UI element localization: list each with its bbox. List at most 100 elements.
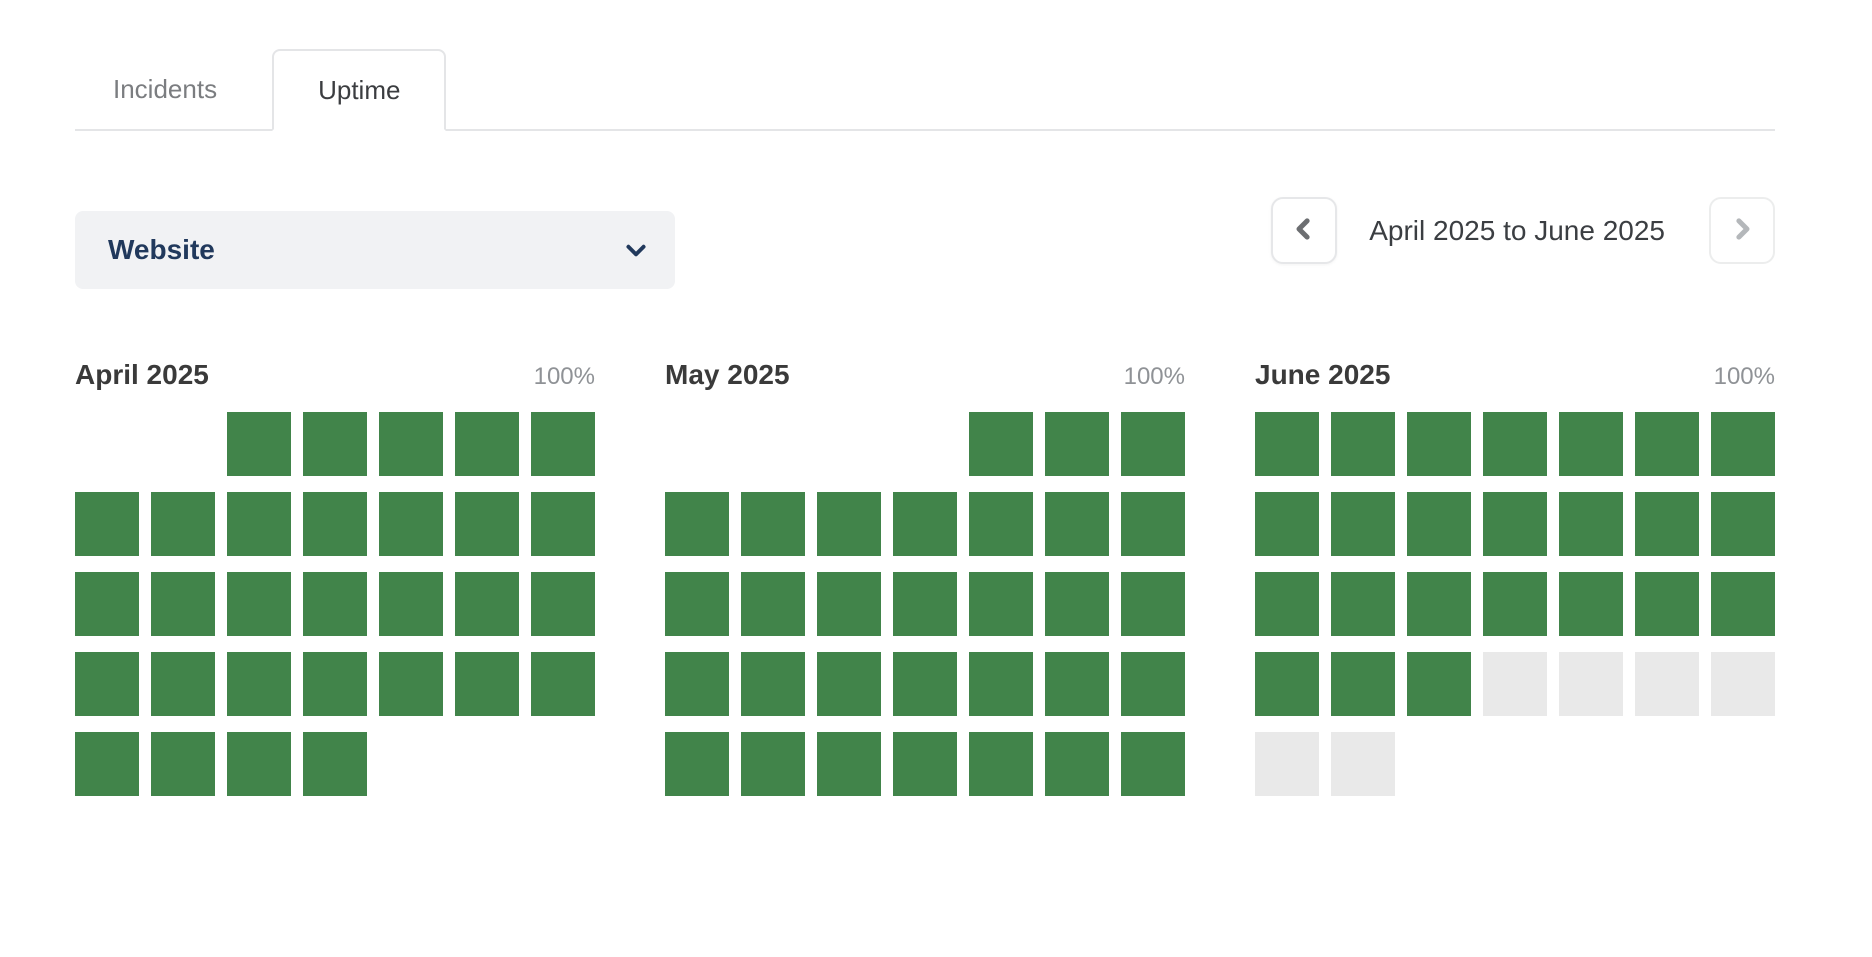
month-day-grid (665, 412, 1185, 796)
month-day-grid (75, 412, 595, 796)
day-cell-up (817, 572, 881, 636)
day-cell-empty (455, 732, 519, 796)
day-cell-up (1483, 492, 1547, 556)
day-cell-up (75, 652, 139, 716)
day-cell-empty (1483, 732, 1547, 796)
day-cell-up (817, 652, 881, 716)
day-cell-up (75, 572, 139, 636)
day-cell-up (665, 652, 729, 716)
day-cell-up (75, 732, 139, 796)
prev-range-button[interactable] (1271, 197, 1338, 264)
month-day-grid (1255, 412, 1775, 796)
day-cell-empty (817, 412, 881, 476)
month-uptime-percentage: 100% (1123, 363, 1185, 390)
date-range-label: April 2025 to June 2025 (1369, 214, 1665, 246)
day-cell-up (1331, 572, 1395, 636)
day-cell-up (969, 412, 1033, 476)
month-calendar-3: June 2025 100% (1255, 359, 1775, 796)
monitor-dropdown[interactable]: Website (75, 211, 675, 289)
day-cell-up (379, 412, 443, 476)
day-cell-up (893, 492, 957, 556)
day-cell-up (741, 492, 805, 556)
day-cell-up (1331, 492, 1395, 556)
day-cell-up (1045, 412, 1109, 476)
day-cell-up (303, 572, 367, 636)
date-range-nav: April 2025 to June 2025 (1271, 197, 1775, 264)
day-cell-up (1407, 492, 1471, 556)
day-cell-up (151, 572, 215, 636)
day-cell-up (1121, 412, 1185, 476)
tab-incidents-label: Incidents (113, 73, 218, 104)
day-cell-up (1635, 492, 1699, 556)
day-cell-up (455, 572, 519, 636)
day-cell-empty (1407, 732, 1471, 796)
day-cell-up (1483, 572, 1547, 636)
day-cell-up (227, 652, 291, 716)
day-cell-up (665, 572, 729, 636)
month-title: June 2025 (1255, 359, 1391, 390)
day-cell-empty (75, 412, 139, 476)
day-cell-empty (1635, 732, 1699, 796)
day-cell-empty (741, 412, 805, 476)
tab-uptime-label: Uptime (318, 74, 401, 105)
day-cell-up (151, 732, 215, 796)
monitor-dropdown-value: Website (108, 234, 215, 265)
month-title: May 2025 (665, 359, 790, 390)
day-cell-up (817, 732, 881, 796)
month-calendar-2: May 2025 100% (665, 359, 1185, 796)
day-cell-up (1559, 492, 1623, 556)
day-cell-up (1045, 492, 1109, 556)
day-cell-up (893, 732, 957, 796)
day-cell-up (817, 492, 881, 556)
day-cell-up (1045, 652, 1109, 716)
day-cell-up (531, 652, 595, 716)
chevron-down-icon (623, 237, 649, 263)
day-cell-up (969, 652, 1033, 716)
day-cell-up (227, 492, 291, 556)
day-cell-up (665, 492, 729, 556)
day-cell-up (1635, 412, 1699, 476)
day-cell-up (741, 652, 805, 716)
day-cell-up (741, 732, 805, 796)
next-range-button[interactable] (1709, 197, 1775, 264)
uptime-page: Incidents Uptime Website April 2025 to J… (75, 49, 1775, 796)
day-cell-future (1559, 652, 1623, 716)
month-header: April 2025 100% (75, 359, 595, 392)
month-calendar-1: April 2025 100% (75, 359, 595, 796)
day-cell-up (969, 492, 1033, 556)
day-cell-up (1407, 412, 1471, 476)
day-cell-up (227, 732, 291, 796)
day-cell-empty (531, 732, 595, 796)
day-cell-future (1635, 652, 1699, 716)
day-cell-up (1331, 412, 1395, 476)
day-cell-up (1711, 492, 1775, 556)
day-cell-empty (893, 412, 957, 476)
month-header: June 2025 100% (1255, 359, 1775, 392)
day-cell-up (1255, 572, 1319, 636)
day-cell-up (1407, 652, 1471, 716)
day-cell-up (303, 412, 367, 476)
day-cell-up (1407, 572, 1471, 636)
day-cell-future (1331, 732, 1395, 796)
day-cell-up (665, 732, 729, 796)
day-cell-up (1711, 412, 1775, 476)
day-cell-up (1331, 652, 1395, 716)
tabs-bar: Incidents Uptime (75, 49, 1775, 131)
day-cell-up (75, 492, 139, 556)
day-cell-up (969, 732, 1033, 796)
day-cell-up (1483, 412, 1547, 476)
day-cell-up (893, 572, 957, 636)
day-cell-up (455, 652, 519, 716)
day-cell-up (1121, 652, 1185, 716)
day-cell-up (379, 492, 443, 556)
tab-uptime[interactable]: Uptime (272, 49, 447, 131)
day-cell-up (1045, 732, 1109, 796)
month-title: April 2025 (75, 359, 209, 390)
tab-incidents[interactable]: Incidents (75, 49, 272, 129)
day-cell-up (455, 412, 519, 476)
day-cell-up (1711, 572, 1775, 636)
month-header: May 2025 100% (665, 359, 1185, 392)
day-cell-empty (665, 412, 729, 476)
day-cell-up (379, 572, 443, 636)
chevron-right-icon (1727, 214, 1757, 247)
